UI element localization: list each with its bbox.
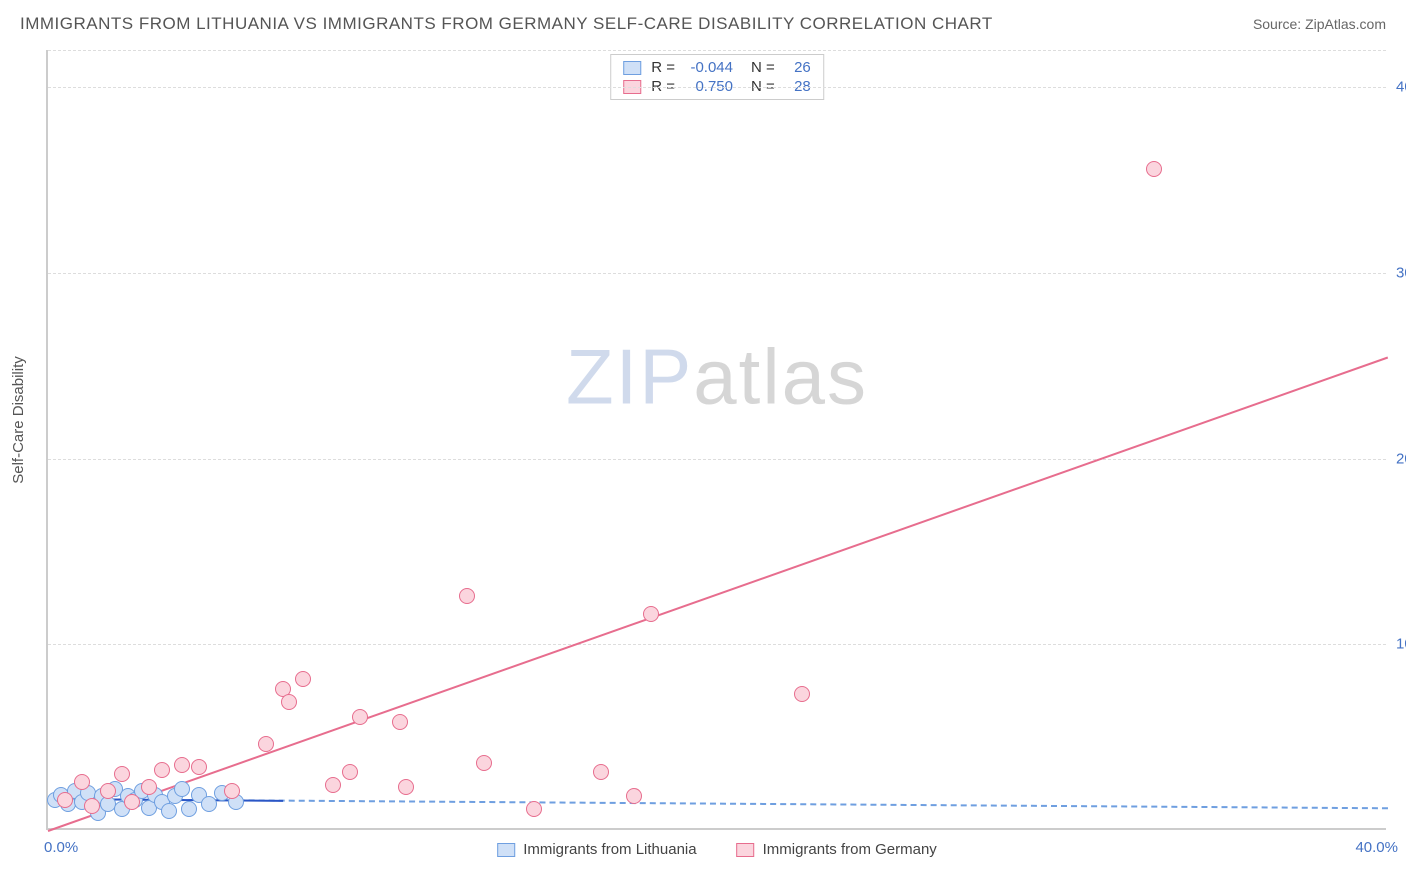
scatter-point-germany [794, 686, 810, 702]
scatter-point-germany [398, 779, 414, 795]
watermark: ZIPatlas [566, 331, 868, 422]
scatter-point-germany [476, 755, 492, 771]
swatch-lithuania [497, 843, 515, 857]
scatter-point-germany [352, 709, 368, 725]
legend-item-germany: Immigrants from Germany [737, 841, 937, 858]
scatter-point-germany [74, 774, 90, 790]
scatter-point-germany [459, 588, 475, 604]
scatter-point-germany [258, 736, 274, 752]
n-label: N = [751, 59, 775, 76]
chart-title: IMMIGRANTS FROM LITHUANIA VS IMMIGRANTS … [20, 14, 993, 34]
scatter-point-germany [593, 764, 609, 780]
scatter-point-germany [141, 779, 157, 795]
series-label-lithuania: Immigrants from Lithuania [523, 841, 696, 858]
y-tick-label: 20.0% [1386, 450, 1406, 467]
gridline [48, 459, 1386, 460]
scatter-point-germany [342, 764, 358, 780]
scatter-point-germany [643, 606, 659, 622]
scatter-point-germany [295, 671, 311, 687]
x-tick-max: 40.0% [1355, 839, 1398, 856]
y-axis-label: Self-Care Disability [10, 356, 27, 484]
swatch-lithuania [623, 61, 641, 75]
scatter-point-germany [100, 783, 116, 799]
scatter-point-germany [626, 788, 642, 804]
series-legend: Immigrants from Lithuania Immigrants fro… [497, 841, 937, 858]
scatter-point-lithuania [181, 801, 197, 817]
scatter-point-germany [57, 792, 73, 808]
scatter-point-germany [392, 714, 408, 730]
r-label: R = [651, 59, 675, 76]
correlation-row-lithuania: R = -0.044 N = 26 [623, 59, 811, 76]
watermark-zip: ZIP [566, 332, 693, 420]
x-tick-min: 0.0% [44, 839, 78, 856]
watermark-atlas: atlas [693, 332, 868, 420]
gridline [48, 273, 1386, 274]
scatter-point-germany [124, 794, 140, 810]
chart-source: Source: ZipAtlas.com [1253, 16, 1386, 32]
scatter-point-germany [154, 762, 170, 778]
gridline [48, 50, 1386, 51]
scatter-point-germany [174, 757, 190, 773]
legend-item-lithuania: Immigrants from Lithuania [497, 841, 696, 858]
gridline [48, 644, 1386, 645]
series-label-germany: Immigrants from Germany [763, 841, 937, 858]
scatter-point-lithuania [201, 796, 217, 812]
y-tick-label: 40.0% [1386, 79, 1406, 96]
scatter-point-lithuania [161, 803, 177, 819]
correlation-legend: R = -0.044 N = 26 R = 0.750 N = 28 [610, 54, 824, 100]
y-tick-label: 30.0% [1386, 264, 1406, 281]
scatter-point-germany [114, 766, 130, 782]
chart-plot-area: ZIPatlas R = -0.044 N = 26 R = 0.750 N =… [46, 50, 1386, 830]
gridline [48, 87, 1386, 88]
scatter-point-germany [325, 777, 341, 793]
y-tick-label: 10.0% [1386, 636, 1406, 653]
chart-header: IMMIGRANTS FROM LITHUANIA VS IMMIGRANTS … [20, 14, 1386, 34]
n-value-lithuania: 26 [785, 59, 811, 76]
r-value-lithuania: -0.044 [685, 59, 733, 76]
scatter-point-germany [191, 759, 207, 775]
trend-line [48, 356, 1389, 831]
scatter-point-lithuania [174, 781, 190, 797]
swatch-germany [737, 843, 755, 857]
scatter-point-germany [281, 694, 297, 710]
scatter-point-germany [84, 798, 100, 814]
scatter-point-germany [224, 783, 240, 799]
scatter-point-germany [526, 801, 542, 817]
scatter-point-germany [1146, 161, 1162, 177]
